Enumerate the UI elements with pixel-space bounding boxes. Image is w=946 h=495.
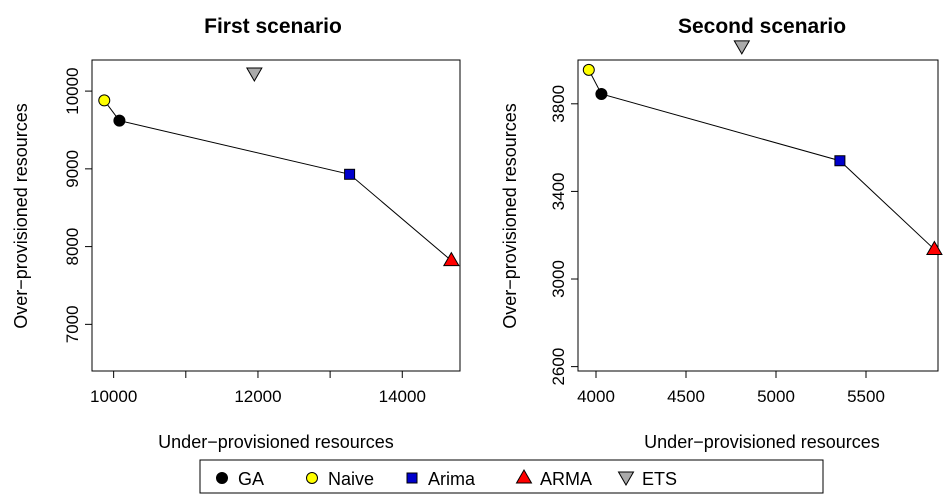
chart-panel-first: First scenario Under−provisioned resourc… (11, 15, 461, 452)
legend-item-arima: Arima (406, 469, 476, 489)
x-axis-label: Under−provisioned resources (158, 432, 394, 452)
legend-marker (216, 472, 228, 484)
connecting-line (103, 100, 452, 261)
legend-marker (617, 471, 635, 487)
data-point-arma (926, 240, 943, 255)
data-point-naive (582, 63, 595, 76)
data-point-ga (113, 114, 126, 127)
x-tick-label: 14000 (379, 387, 426, 406)
data-point-naive (98, 94, 111, 107)
data-point-arma (442, 251, 460, 267)
legend-item-ga: GA (216, 469, 264, 489)
data-point-ets (733, 40, 751, 55)
y-tick-label: 3000 (549, 260, 568, 298)
legend-label: GA (238, 469, 264, 489)
legend-marker (306, 472, 318, 484)
data-point-arima (344, 168, 356, 180)
plot-frame (91, 59, 461, 372)
data-point-ga (595, 87, 608, 100)
y-tick-label: 3800 (549, 85, 568, 123)
y-axis-label: Over−provisioned resources (11, 103, 31, 329)
y-axis-ticks: 7000 8000 9000 10000 (63, 67, 92, 343)
x-tick-label: 4000 (577, 387, 615, 406)
y-tick-label: 3400 (549, 172, 568, 210)
legend-label: ARMA (540, 469, 592, 489)
frontier-line (588, 69, 935, 250)
plot-frame (577, 59, 939, 372)
data-points (582, 40, 943, 255)
legend-item-ets: ETS (617, 469, 677, 489)
legend-marker (515, 468, 533, 484)
y-tick-label: 2600 (549, 348, 568, 386)
x-axis-ticks: 10000 12000 14000 (90, 371, 426, 406)
legend-label: Naive (328, 469, 374, 489)
frontier-line (103, 100, 452, 261)
legend-label: ETS (642, 469, 677, 489)
legend: GA Naive Arima ARMA ETS (199, 459, 824, 494)
x-axis-ticks: 4000 4500 5000 5500 (577, 371, 885, 406)
x-axis-label: Under−provisioned resources (644, 432, 880, 452)
y-tick-label: 9000 (63, 150, 82, 188)
legend-label: Arima (428, 469, 476, 489)
data-point-arima (834, 155, 846, 167)
legend-box (199, 459, 824, 494)
legend-marker (406, 472, 418, 484)
legend-item-naive: Naive (306, 469, 374, 489)
chart-title: First scenario (204, 15, 342, 38)
chart-title: Second scenario (678, 15, 846, 38)
data-point-ets (245, 67, 263, 82)
chart-panel-second: Second scenario Under−provisioned resour… (500, 15, 943, 452)
connecting-line (588, 69, 935, 250)
x-tick-label: 4500 (667, 387, 705, 406)
y-tick-label: 7000 (63, 305, 82, 343)
y-tick-label: 10000 (63, 67, 82, 114)
x-tick-label: 10000 (90, 387, 137, 406)
y-axis-ticks: 2600 3000 3400 3800 (549, 85, 578, 386)
legend-item-arma: ARMA (515, 468, 592, 489)
y-axis-label: Over−provisioned resources (500, 103, 520, 329)
x-tick-label: 12000 (234, 387, 281, 406)
data-points (98, 67, 460, 267)
x-tick-label: 5500 (847, 387, 885, 406)
y-tick-label: 8000 (63, 228, 82, 266)
x-tick-label: 5000 (757, 387, 795, 406)
